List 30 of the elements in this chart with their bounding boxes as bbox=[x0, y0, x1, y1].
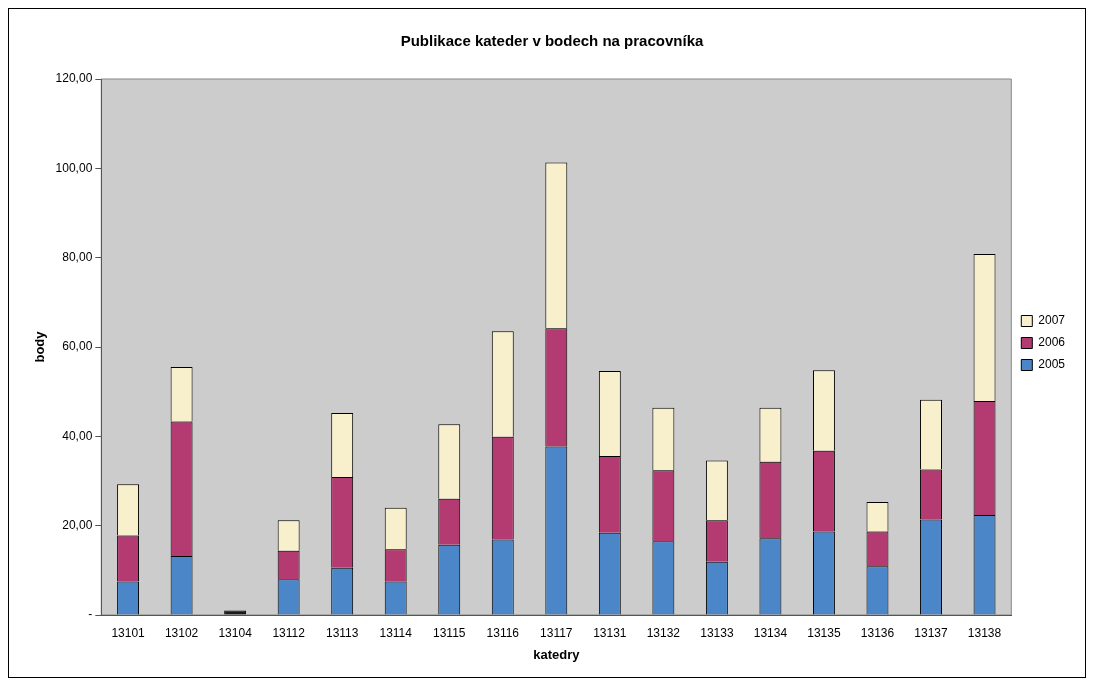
x-tick-label: 13113 bbox=[325, 625, 359, 640]
y-tick-label: 20,00 bbox=[62, 517, 93, 532]
y-axis-title: body bbox=[32, 330, 48, 363]
x-axis-title: katedry bbox=[533, 646, 581, 662]
x-tick-label: 13138 bbox=[967, 625, 1002, 640]
x-tick-label: 13102 bbox=[164, 625, 199, 640]
x-tick-label: 13133 bbox=[700, 625, 734, 640]
y-tick-label: 60,00 bbox=[62, 339, 93, 354]
chart-title: Publikace kateder v bodech na pracovníka bbox=[400, 32, 704, 50]
legend-label: 2007 bbox=[1038, 313, 1066, 328]
x-tick-label: 13136 bbox=[860, 625, 895, 640]
x-tick-label: 13115 bbox=[433, 625, 466, 640]
x-tick-label: 13116 bbox=[486, 625, 520, 640]
x-tick-label: 13131 bbox=[593, 625, 627, 640]
y-tick-label: 40,00 bbox=[62, 428, 93, 443]
x-tick-label: 13132 bbox=[646, 625, 681, 640]
legend-label: 2005 bbox=[1038, 357, 1066, 372]
x-tick-label: 13135 bbox=[807, 625, 841, 640]
x-tick-label: 13114 bbox=[379, 625, 413, 640]
x-tick-label: 13117 bbox=[540, 625, 573, 640]
x-tick-label: 13134 bbox=[753, 625, 788, 640]
x-tick-label: 13104 bbox=[218, 625, 253, 640]
y-tick-label: - bbox=[88, 607, 93, 622]
x-tick-label: 13101 bbox=[111, 625, 146, 640]
y-tick-label: 100,00 bbox=[55, 160, 93, 175]
y-tick-label: 80,00 bbox=[62, 249, 93, 264]
x-tick-label: 13112 bbox=[272, 625, 306, 640]
y-tick-label: 120,00 bbox=[55, 71, 93, 86]
x-tick-label: 13137 bbox=[914, 625, 949, 640]
legend-label: 2006 bbox=[1038, 335, 1066, 350]
